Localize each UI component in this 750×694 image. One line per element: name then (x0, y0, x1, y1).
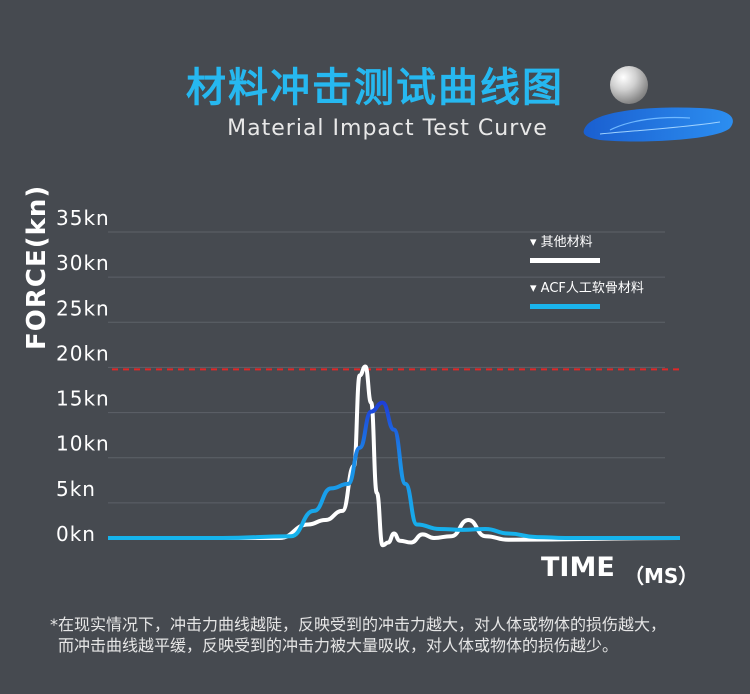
y-tick-label: 15kn (56, 387, 110, 411)
x-axis-unit: （MS） (624, 564, 699, 588)
insole-image (583, 107, 733, 142)
footnote-line-2: 而冲击曲线越平缓，反映受到的冲击力被大量吸收，对人体或物体的损伤越少。 (58, 636, 619, 655)
legend-label: ▾ ACF人工软骨材料 (530, 281, 644, 296)
legend-label: ▾ 其他材料 (530, 235, 593, 250)
y-tick-label: 0kn (56, 522, 96, 546)
y-tick-label: 25kn (56, 296, 110, 320)
series-line-other-material (108, 364, 681, 548)
legend-swatch (530, 304, 600, 309)
chart-title: 材料冲击测试曲线图 (186, 65, 564, 111)
y-tick-label: 30kn (56, 251, 110, 275)
series-line-acf-material (108, 400, 680, 540)
y-tick-label: 5kn (56, 477, 96, 501)
footnote: *在现实情况下，冲击力曲线越陡，反映受到的冲击力越大，对人体或物体的损伤越大， … (50, 614, 740, 656)
chart-subtitle: Material Impact Test Curve (227, 116, 548, 141)
y-tick-label: 35kn (56, 206, 110, 230)
x-axis-title: TIME (541, 552, 615, 583)
legend-swatch (530, 258, 600, 263)
y-tick-label: 20kn (56, 341, 110, 365)
footnote-line-1: *在现实情况下，冲击力曲线越陡，反映受到的冲击力越大，对人体或物体的损伤越大， (50, 615, 667, 634)
steel-ball-image (610, 66, 648, 104)
y-tick-label: 10kn (56, 432, 110, 456)
